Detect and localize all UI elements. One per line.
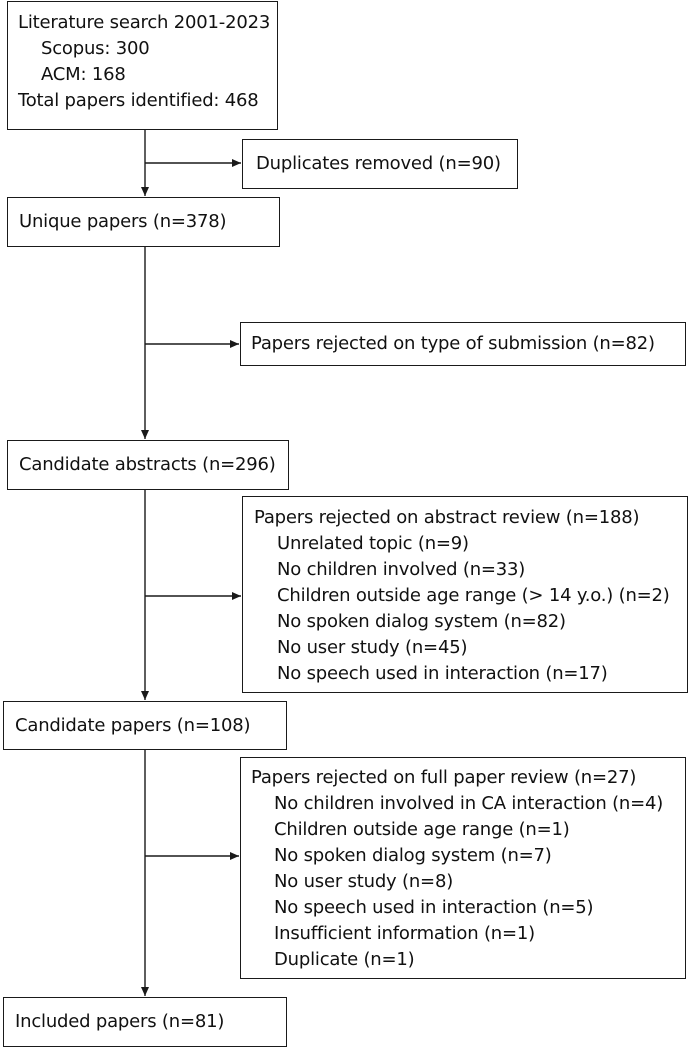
candidate-abstracts-box: Candidate abstracts (n=296): [7, 440, 289, 490]
rejected-abstract-title: Papers rejected on abstract review (n=18…: [254, 507, 640, 528]
search-source-scopus: Scopus: 300: [41, 38, 150, 59]
rejected-abstract-reason: Unrelated topic (n=9): [277, 533, 469, 554]
search-source-acm: ACM: 168: [41, 64, 126, 85]
duplicates-box: Duplicates removed (n=90): [242, 139, 518, 189]
rejected-full-reason: Insufficient information (n=1): [274, 923, 535, 944]
rejected-abstract-box: Papers rejected on abstract review (n=18…: [242, 496, 688, 693]
unique-papers-box: Unique papers (n=378): [7, 197, 280, 247]
rejected-abstract-reason: No speech used in interaction (n=17): [277, 663, 608, 684]
rejected-full-title: Papers rejected on full paper review (n=…: [251, 767, 637, 788]
included-papers-title: Included papers (n=81): [15, 1011, 225, 1032]
rejected-abstract-reason: No spoken dialog system (n=82): [277, 611, 566, 632]
candidate-abstracts-title: Candidate abstracts (n=296): [19, 454, 276, 475]
rejected-abstract-reason: Children outside age range (> 14 y.o.) (…: [277, 585, 670, 606]
search-box: Literature search 2001-2023 Scopus: 300 …: [7, 1, 278, 130]
search-title: Literature search 2001-2023: [18, 12, 271, 33]
candidate-papers-box: Candidate papers (n=108): [3, 701, 287, 750]
rejected-full-reason: No children involved in CA interaction (…: [274, 793, 664, 814]
candidate-papers-title: Candidate papers (n=108): [15, 715, 251, 736]
rejected-type-box: Papers rejected on type of submission (n…: [240, 322, 686, 366]
included-papers-box: Included papers (n=81): [3, 997, 287, 1047]
duplicates-title: Duplicates removed (n=90): [256, 153, 501, 174]
rejected-abstract-reason: No user study (n=45): [277, 637, 468, 658]
rejected-type-title: Papers rejected on type of submission (n…: [251, 333, 655, 354]
rejected-full-box: Papers rejected on full paper review (n=…: [240, 757, 686, 979]
unique-papers-title: Unique papers (n=378): [19, 211, 227, 232]
rejected-full-reason: No spoken dialog system (n=7): [274, 845, 552, 866]
rejected-full-reason: Children outside age range (n=1): [274, 819, 570, 840]
rejected-full-reason: Duplicate (n=1): [274, 949, 415, 970]
rejected-abstract-reason: No children involved (n=33): [277, 559, 526, 580]
search-total: Total papers identified: 468: [18, 90, 259, 111]
rejected-full-reason: No speech used in interaction (n=5): [274, 897, 594, 918]
rejected-full-reason: No user study (n=8): [274, 871, 454, 892]
